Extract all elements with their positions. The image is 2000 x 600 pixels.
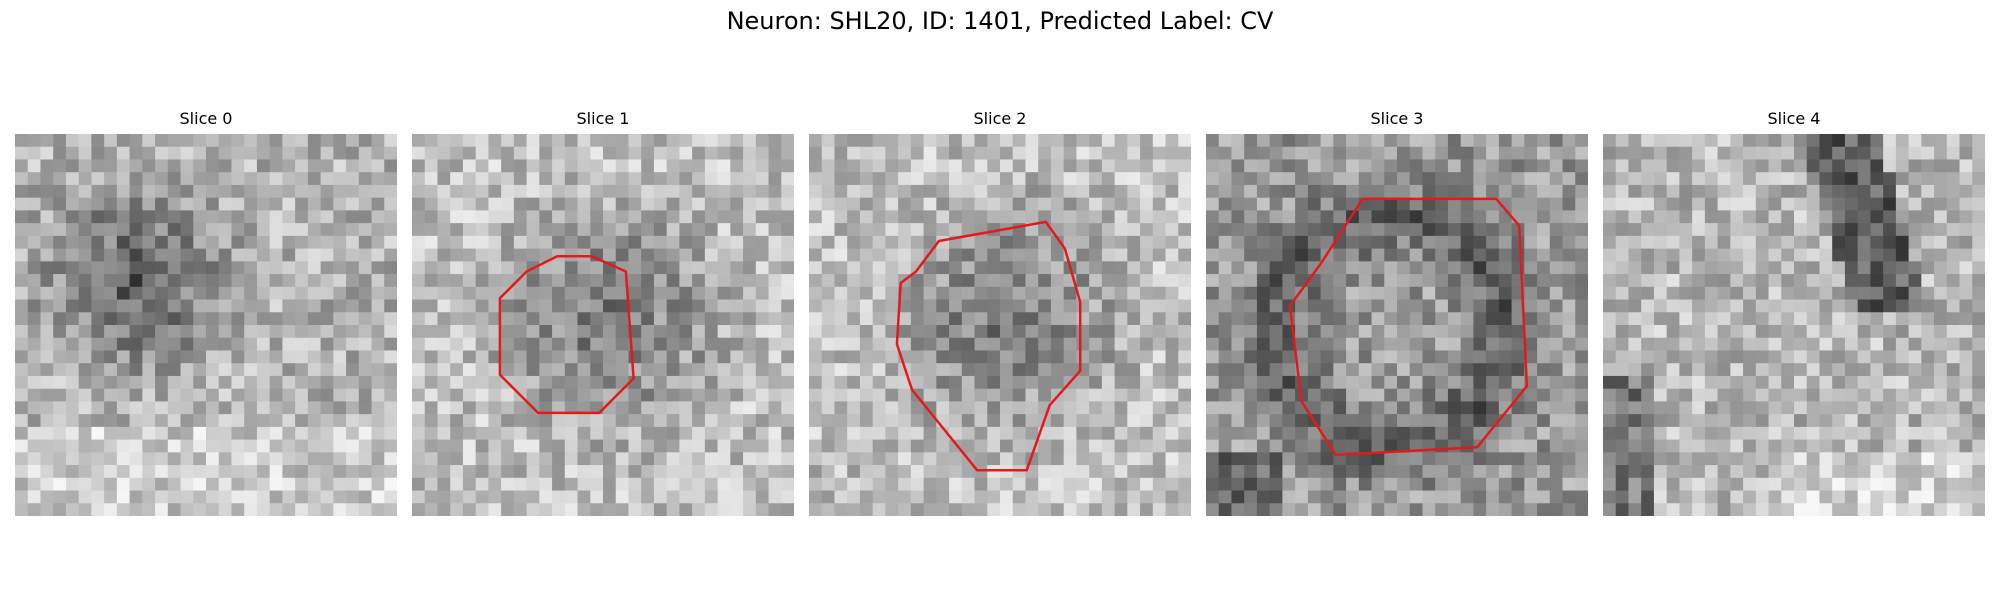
segmentation-contour bbox=[895, 220, 1082, 472]
slice-image bbox=[809, 134, 1191, 516]
slice-title: Slice 2 bbox=[973, 109, 1027, 128]
pixel-grid bbox=[412, 134, 794, 516]
slice-title: Slice 0 bbox=[179, 109, 233, 128]
segmentation-contour bbox=[1288, 197, 1529, 457]
slice-panel-3: Slice 3 bbox=[1206, 108, 1588, 516]
pixel-grid bbox=[1603, 134, 1985, 516]
slice-panel-1: Slice 1 bbox=[412, 108, 794, 516]
slice-image bbox=[1206, 134, 1588, 516]
pixel-grid bbox=[15, 134, 397, 516]
slice-panel-4: Slice 4 bbox=[1603, 108, 1985, 516]
slice-title: Slice 3 bbox=[1370, 109, 1424, 128]
slice-panel-0: Slice 0 bbox=[15, 108, 397, 516]
slice-image bbox=[412, 134, 794, 516]
slice-panel-2: Slice 2 bbox=[809, 108, 1191, 516]
slice-title: Slice 4 bbox=[1767, 109, 1821, 128]
pixel-grid bbox=[1206, 134, 1588, 516]
slice-title: Slice 1 bbox=[576, 109, 630, 128]
segmentation-contour bbox=[498, 254, 635, 415]
figure-title: Neuron: SHL20, ID: 1401, Predicted Label… bbox=[726, 7, 1274, 35]
slice-image bbox=[1603, 134, 1985, 516]
pixel-grid bbox=[809, 134, 1191, 516]
slice-image bbox=[15, 134, 397, 516]
